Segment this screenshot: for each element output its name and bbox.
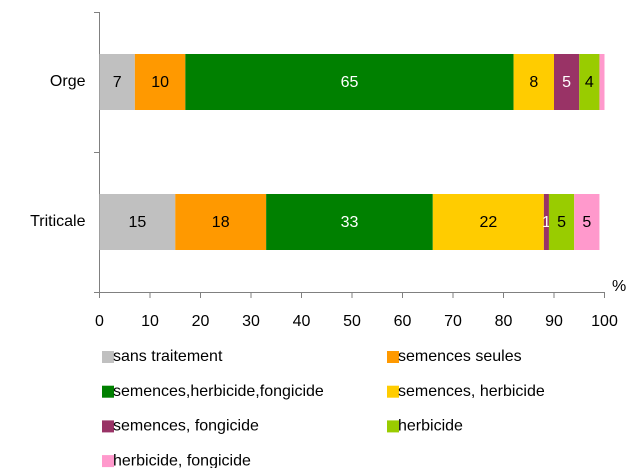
legend-swatch xyxy=(387,351,399,363)
data-label: 10 xyxy=(151,74,169,91)
y-tick-label: Triticale xyxy=(30,213,86,230)
x-tick-label: 90 xyxy=(545,313,563,330)
legend-label: semences, herbicide xyxy=(398,383,545,400)
x-tick-label: 70 xyxy=(444,313,462,330)
bar-segment xyxy=(543,194,549,250)
x-tick-label: 10 xyxy=(141,313,159,330)
bar-segment xyxy=(266,194,433,250)
data-label: 1 xyxy=(542,214,551,231)
x-tick-label: 20 xyxy=(192,313,210,330)
legend-label: semences, fongicide xyxy=(113,418,259,435)
bar-segment xyxy=(579,54,600,110)
x-tick-label: 40 xyxy=(293,313,311,330)
bar-segment xyxy=(134,54,186,110)
x-tick-label: 100 xyxy=(591,313,618,330)
bar-segment xyxy=(574,194,600,250)
bar-segment xyxy=(99,54,135,110)
x-tick-label: 50 xyxy=(343,313,361,330)
x-tick-label: 60 xyxy=(394,313,412,330)
legend-swatch xyxy=(102,420,114,433)
data-label: 5 xyxy=(557,214,566,231)
legend-swatch xyxy=(102,385,114,398)
legend-swatch xyxy=(102,455,114,468)
data-label: 7 xyxy=(113,74,122,91)
x-tick-label: 0 xyxy=(95,313,104,330)
data-label: 5 xyxy=(582,214,591,231)
bar-segment xyxy=(99,194,176,250)
data-label: 5 xyxy=(562,74,571,91)
bar-segment xyxy=(599,54,605,110)
legend-label: herbicide, fongicide xyxy=(113,452,251,468)
data-label: 65 xyxy=(341,74,359,91)
legend-label: sans traitement xyxy=(113,348,223,365)
bar-segment xyxy=(513,54,554,110)
legend-label: herbicide xyxy=(398,418,463,435)
data-label: 8 xyxy=(529,74,538,91)
legend-swatch xyxy=(387,385,399,398)
y-tick-label: Orge xyxy=(50,73,86,90)
bar-segment xyxy=(432,194,544,250)
legend-swatch xyxy=(102,351,114,363)
x-axis-label: % xyxy=(612,278,626,295)
data-label: 22 xyxy=(479,214,497,231)
data-label: 15 xyxy=(128,214,146,231)
bar-segment xyxy=(554,54,580,110)
bar-segment xyxy=(185,54,514,110)
data-label: 33 xyxy=(341,214,359,231)
x-tick-label: 80 xyxy=(495,313,513,330)
data-label: 18 xyxy=(212,214,230,231)
bar-segment xyxy=(175,194,267,250)
legend-swatch xyxy=(387,420,399,433)
x-tick-label: 30 xyxy=(242,313,260,330)
bar-segment xyxy=(548,194,575,250)
legend-label: semences seules xyxy=(398,348,522,365)
data-label: 4 xyxy=(585,74,594,91)
legend-label: semences,herbicide,fongicide xyxy=(113,383,324,400)
